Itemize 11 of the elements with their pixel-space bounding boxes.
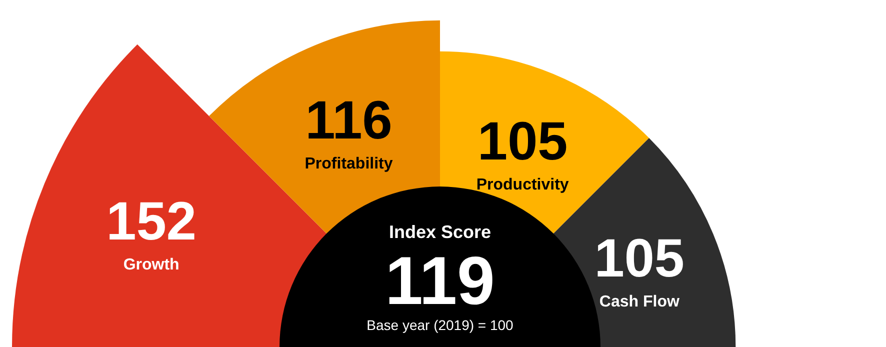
data-label: 116 <box>305 90 392 151</box>
category-label: Growth <box>123 256 180 274</box>
data-label: 152 <box>106 191 196 252</box>
category-label: Cash Flow <box>599 293 680 310</box>
data-label: 105 <box>594 228 684 288</box>
text: 119 <box>385 243 495 319</box>
text: Base year (2019) = 100 <box>366 317 514 333</box>
category-label: Profitability <box>304 156 393 173</box>
text: Index Score <box>388 222 492 242</box>
data-label: 105 <box>478 112 568 172</box>
category-label: Productivity <box>476 176 569 194</box>
